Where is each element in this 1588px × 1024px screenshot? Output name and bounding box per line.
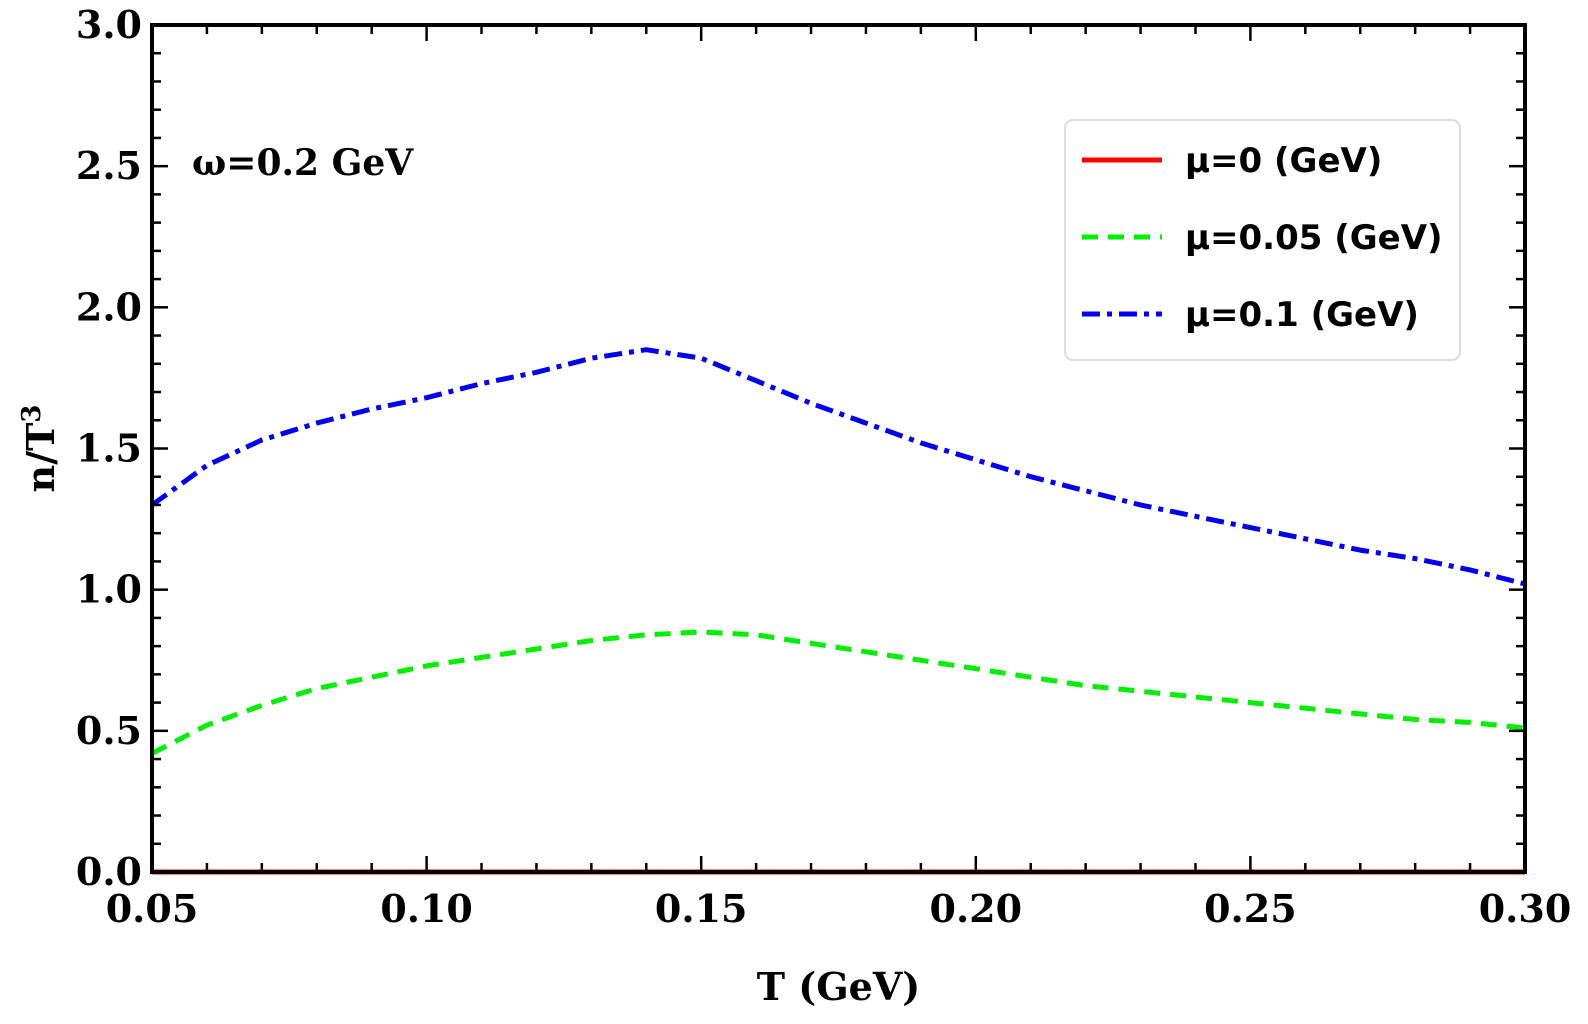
omega-annotation: ω=0.2 GeV <box>192 142 414 184</box>
legend-box <box>1064 119 1461 361</box>
y-tick-label: 1.0 <box>76 567 142 612</box>
x-tick-label: 0.05 <box>106 886 199 931</box>
x-tick-label: 0.30 <box>1479 886 1572 931</box>
x-axis-title: T (GeV) <box>757 964 921 1009</box>
x-tick-label: 0.10 <box>380 886 473 931</box>
legend-items: μ=0 (GeV) μ=0.05 (GeV) μ=0.1 (GeV) <box>1082 141 1443 335</box>
y-tick-label: 0.5 <box>76 708 142 753</box>
y-tick-label: 1.5 <box>76 426 142 471</box>
y-tick-label: 2.5 <box>76 143 142 188</box>
legend: μ=0 (GeV) μ=0.05 (GeV) μ=0.1 (GeV) <box>1064 119 1461 361</box>
series-line-1 <box>150 629 1526 756</box>
y-axis-title: n/T3 <box>17 405 63 493</box>
plot-frame <box>150 23 1527 874</box>
y-tick-label: 0.0 <box>76 849 142 894</box>
x-tick-label: 0.15 <box>655 886 748 931</box>
y-axis-title-superscript: 3 <box>17 405 47 423</box>
y-tick-label: 3.0 <box>76 2 142 47</box>
tick-labels-layer: 0.05 0.10 0.15 0.20 0.25 0.30 0.0 0.5 1.0 1.5 2.0 2… <box>76 2 1571 931</box>
y-axis-title-main: n/T <box>18 423 63 493</box>
x-tick-label: 0.20 <box>930 886 1023 931</box>
legend-label-1: μ=0.05 (GeV) <box>1185 218 1443 258</box>
y-tick-label: 2.0 <box>76 284 142 329</box>
legend-label-0: μ=0 (GeV) <box>1185 141 1382 181</box>
x-tick-label: 0.25 <box>1204 886 1297 931</box>
legend-label-2: μ=0.1 (GeV) <box>1185 295 1419 335</box>
series-line-2 <box>150 347 1526 587</box>
